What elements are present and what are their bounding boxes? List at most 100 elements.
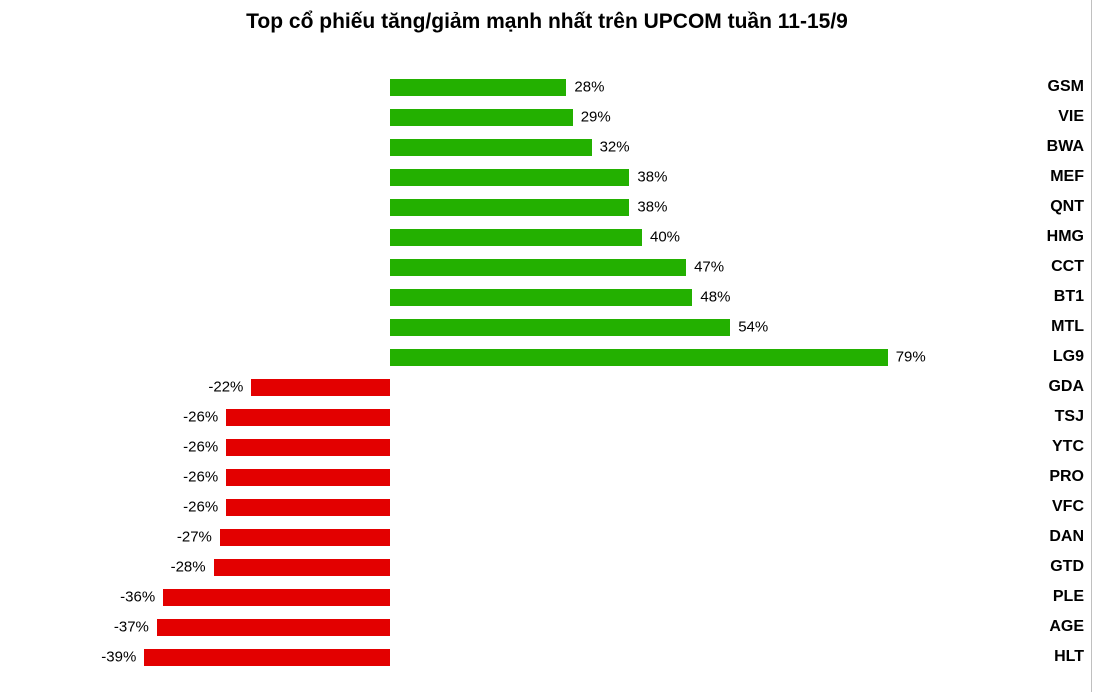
ticker-label: CCT bbox=[1051, 258, 1094, 276]
pos-zone: 32% BWA bbox=[390, 132, 1094, 162]
ticker-label: GSM bbox=[1048, 78, 1094, 96]
ticker-label: PRO bbox=[1049, 468, 1094, 486]
ticker-label: BT1 bbox=[1054, 288, 1094, 306]
chart-row: -22% GDA bbox=[0, 372, 1094, 402]
bar-negative: -26% bbox=[226, 469, 390, 486]
pos-zone: GTD bbox=[390, 552, 1094, 582]
chart-row: 54% MTL bbox=[0, 312, 1094, 342]
chart-title: Top cổ phiếu tăng/giảm mạnh nhất trên UP… bbox=[0, 10, 1094, 34]
bar-value-label: -37% bbox=[114, 619, 149, 636]
bar-positive: 54% bbox=[390, 319, 730, 336]
bar-value-label: 28% bbox=[574, 79, 604, 96]
pos-zone: 38% QNT bbox=[390, 192, 1094, 222]
chart-row: -27% DAN bbox=[0, 522, 1094, 552]
neg-zone: -22% bbox=[0, 372, 390, 402]
pos-zone: GDA bbox=[390, 372, 1094, 402]
bar-negative: -26% bbox=[226, 409, 390, 426]
bar-negative: -22% bbox=[251, 379, 390, 396]
pos-zone: PRO bbox=[390, 462, 1094, 492]
ticker-label: GDA bbox=[1048, 378, 1094, 396]
bar-value-label: -26% bbox=[183, 409, 218, 426]
chart-container: Top cổ phiếu tăng/giảm mạnh nhất trên UP… bbox=[0, 0, 1094, 692]
chart-row: 48% BT1 bbox=[0, 282, 1094, 312]
bar-positive: 29% bbox=[390, 109, 573, 126]
bar-negative: -27% bbox=[220, 529, 390, 546]
bar-value-label: -26% bbox=[183, 439, 218, 456]
bar-value-label: 54% bbox=[738, 319, 768, 336]
pos-zone: PLE bbox=[390, 582, 1094, 612]
chart-row: -26% TSJ bbox=[0, 402, 1094, 432]
bar-positive: 32% bbox=[390, 139, 592, 156]
neg-zone bbox=[0, 102, 390, 132]
neg-zone bbox=[0, 132, 390, 162]
bar-value-label: 48% bbox=[700, 289, 730, 306]
bar-negative: -28% bbox=[214, 559, 390, 576]
chart-row: 29%VIE bbox=[0, 102, 1094, 132]
bar-value-label: -36% bbox=[120, 589, 155, 606]
bar-value-label: -39% bbox=[101, 649, 136, 666]
chart-row: -36% PLE bbox=[0, 582, 1094, 612]
neg-zone: -26% bbox=[0, 462, 390, 492]
ticker-label: DAN bbox=[1049, 528, 1094, 546]
bar-positive: 47% bbox=[390, 259, 686, 276]
neg-zone: -39% bbox=[0, 642, 390, 672]
pos-zone: 48% BT1 bbox=[390, 282, 1094, 312]
chart-row: 40% HMG bbox=[0, 222, 1094, 252]
bar-positive: 48% bbox=[390, 289, 692, 306]
bar-positive: 40% bbox=[390, 229, 642, 246]
neg-zone: -27% bbox=[0, 522, 390, 552]
neg-zone bbox=[0, 192, 390, 222]
pos-zone: TSJ bbox=[390, 402, 1094, 432]
neg-zone bbox=[0, 252, 390, 282]
bar-value-label: -26% bbox=[183, 499, 218, 516]
neg-zone: -26% bbox=[0, 492, 390, 522]
chart-row: -26%YTC bbox=[0, 432, 1094, 462]
bar-negative: -26% bbox=[226, 439, 390, 456]
neg-zone: -26% bbox=[0, 402, 390, 432]
ticker-label: TSJ bbox=[1055, 408, 1094, 426]
neg-zone bbox=[0, 342, 390, 372]
chart-row: 38%MEF bbox=[0, 162, 1094, 192]
neg-zone: -37% bbox=[0, 612, 390, 642]
ticker-label: PLE bbox=[1053, 588, 1094, 606]
bar-value-label: -27% bbox=[177, 529, 212, 546]
bar-positive: 79% bbox=[390, 349, 888, 366]
neg-zone bbox=[0, 312, 390, 342]
bar-value-label: 40% bbox=[650, 229, 680, 246]
bar-positive: 38% bbox=[390, 199, 629, 216]
ticker-label: BWA bbox=[1047, 138, 1094, 156]
ticker-label: VFC bbox=[1052, 498, 1094, 516]
bar-value-label: 79% bbox=[896, 349, 926, 366]
chart-row: -37% AGE bbox=[0, 612, 1094, 642]
neg-zone bbox=[0, 222, 390, 252]
ticker-label: AGE bbox=[1049, 618, 1094, 636]
chart-rows: 28%GSM29%VIE32%BWA38%MEF38%QNT40%HMG47%C… bbox=[0, 72, 1094, 672]
chart-row: 38% QNT bbox=[0, 192, 1094, 222]
bar-value-label: -28% bbox=[171, 559, 206, 576]
chart-row: 32% BWA bbox=[0, 132, 1094, 162]
chart-row: -26% VFC bbox=[0, 492, 1094, 522]
bar-negative: -36% bbox=[163, 589, 390, 606]
pos-zone: 47% CCT bbox=[390, 252, 1094, 282]
chart-row: -39% HLT bbox=[0, 642, 1094, 672]
pos-zone: 54% MTL bbox=[390, 312, 1094, 342]
chart-row: -26% PRO bbox=[0, 462, 1094, 492]
ticker-label: HMG bbox=[1047, 228, 1094, 246]
bar-value-label: 38% bbox=[637, 169, 667, 186]
bar-value-label: 29% bbox=[581, 109, 611, 126]
bar-positive: 38% bbox=[390, 169, 629, 186]
bar-value-label: -22% bbox=[208, 379, 243, 396]
neg-zone bbox=[0, 162, 390, 192]
bar-negative: -26% bbox=[226, 499, 390, 516]
ticker-label: MTL bbox=[1051, 318, 1094, 336]
chart-row: 79%LG9 bbox=[0, 342, 1094, 372]
bar-negative: -37% bbox=[157, 619, 390, 636]
ticker-label: QNT bbox=[1050, 198, 1094, 216]
bar-value-label: 38% bbox=[637, 199, 667, 216]
chart-row: -28%GTD bbox=[0, 552, 1094, 582]
ticker-label: HLT bbox=[1054, 648, 1094, 666]
pos-zone: 29%VIE bbox=[390, 102, 1094, 132]
neg-zone bbox=[0, 282, 390, 312]
neg-zone: -26% bbox=[0, 432, 390, 462]
pos-zone: 40% HMG bbox=[390, 222, 1094, 252]
